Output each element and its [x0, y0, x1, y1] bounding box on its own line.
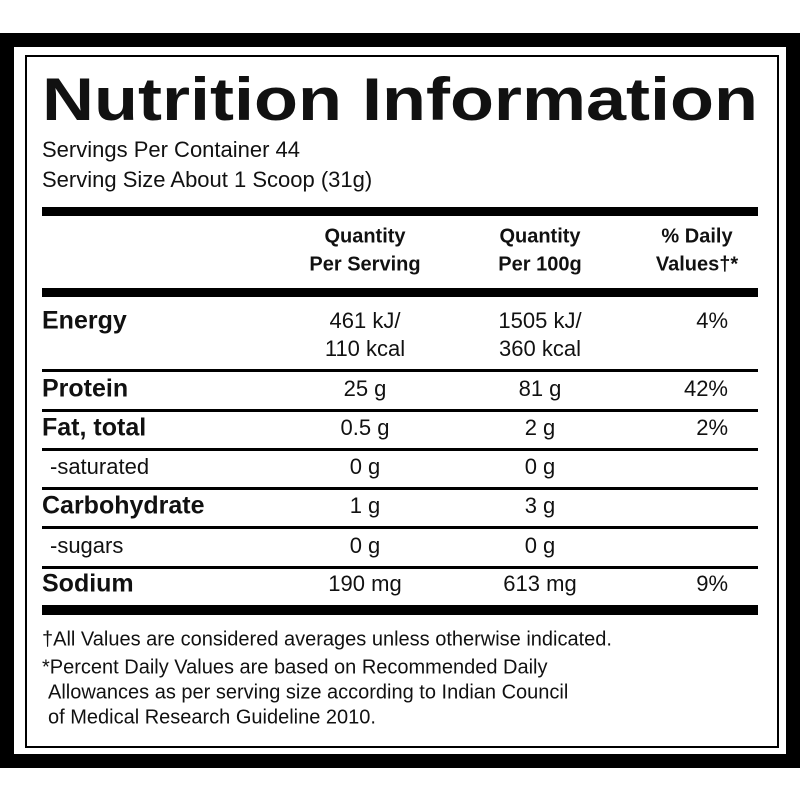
column-header: Quantity — [324, 225, 406, 247]
serving-size: Serving Size About 1 Scoop (31g) — [42, 167, 372, 192]
cell-value: 0 g — [350, 454, 381, 479]
footnote: Allowances as per serving size according… — [48, 681, 568, 703]
servings: Servings Per Container 44 — [42, 137, 300, 162]
outer-frame — [0, 33, 800, 768]
cell-value: 1 g — [350, 493, 381, 518]
cell-value: 0 g — [525, 533, 556, 558]
cell-value: 3 g — [525, 493, 556, 518]
nutrient-name: Carbohydrate — [42, 492, 205, 520]
cell-value: 25 g — [344, 376, 387, 401]
column-header: Per Serving — [309, 253, 420, 275]
cell-value: 613 mg — [503, 571, 576, 596]
column-header: Values†* — [656, 253, 739, 275]
cell-value: 360 kcal — [499, 336, 581, 361]
nutrient-name: Protein — [42, 375, 128, 403]
column-header: Quantity — [499, 225, 581, 247]
cell-value: 0 g — [525, 454, 556, 479]
nutrient-name: Fat, total — [42, 414, 146, 442]
footnote: of Medical Research Guideline 2010. — [48, 706, 376, 728]
cell-value: 2% — [696, 415, 728, 440]
cell-value: 81 g — [519, 376, 562, 401]
footnote: *Percent Daily Values are based on Recom… — [42, 656, 547, 678]
row-rule — [42, 448, 758, 451]
sub-nutrient-name: -sugars — [50, 533, 123, 558]
cell-value: 1505 kJ/ — [498, 308, 582, 333]
cell-value: 9% — [696, 571, 728, 596]
thick-rule — [42, 288, 758, 297]
nutrient-name: Energy — [42, 307, 127, 335]
row-rule — [42, 487, 758, 490]
column-header: Per 100g — [498, 253, 581, 275]
thick-rule — [42, 207, 758, 216]
row-rule — [42, 369, 758, 372]
row-rule — [42, 526, 758, 529]
nutrient-name: Sodium — [42, 570, 134, 598]
cell-value: 4% — [696, 308, 728, 333]
cell-value: 0.5 g — [341, 415, 390, 440]
footnote: †All Values are considered averages unle… — [42, 628, 612, 650]
row-rule — [42, 409, 758, 412]
cell-value: 2 g — [525, 415, 556, 440]
sub-nutrient-name: -saturated — [50, 454, 149, 479]
cell-value: 42% — [684, 376, 728, 401]
column-header: % Daily — [661, 225, 733, 247]
cell-value: 190 mg — [328, 571, 401, 596]
cell-value: 0 g — [350, 533, 381, 558]
title: Nutrition Information — [42, 66, 758, 133]
inner-frame — [25, 55, 779, 748]
thick-rule — [42, 605, 758, 615]
row-rule — [42, 566, 758, 569]
cell-value: 461 kJ/ — [330, 308, 402, 333]
cell-value: 110 kcal — [325, 336, 405, 361]
